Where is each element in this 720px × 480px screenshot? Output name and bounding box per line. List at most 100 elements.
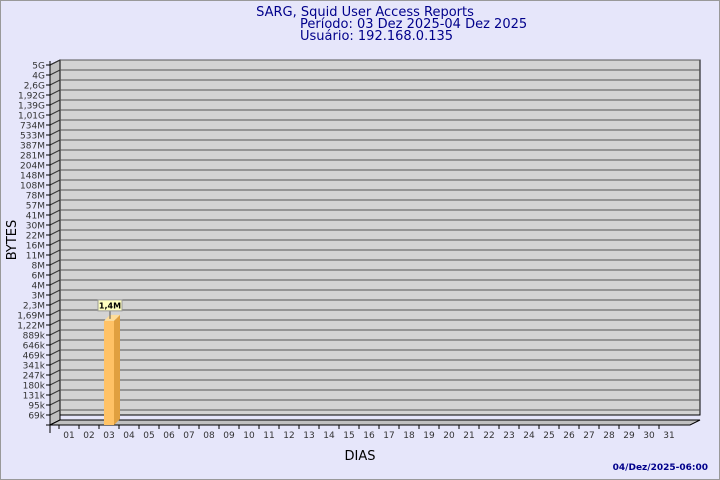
x-tick-label: 20 [443, 431, 455, 441]
bar [104, 320, 114, 425]
bar-value-label: 1,4M [99, 301, 121, 310]
x-tick-label: 02 [83, 431, 94, 441]
x-tick-label: 11 [263, 431, 274, 441]
x-tick-label: 24 [523, 431, 535, 441]
x-tick-label: 12 [283, 431, 294, 441]
x-tick-label: 22 [483, 431, 494, 441]
y-tick-label: 131k [23, 392, 46, 402]
y-tick-label: 69k [28, 412, 45, 422]
y-tick-label: 1,01G [18, 112, 45, 122]
grid-line-diagonal [49, 309, 61, 316]
plot-area: 5G4G2,6G1,92G1,39G1,01G734M533M387M281M2… [17, 59, 701, 441]
x-tick-label: 27 [583, 431, 594, 441]
grid-line-diagonal [49, 179, 61, 186]
x-tick-label: 03 [103, 431, 114, 441]
y-tick-label: 16M [26, 242, 45, 252]
y-tick-label: 469k [23, 352, 46, 362]
bar-top [104, 314, 120, 321]
grid-line-diagonal [49, 209, 61, 216]
bar-label-box [97, 299, 123, 312]
y-tick-label: 1,69M [17, 312, 45, 322]
y-tick-label: 6M [32, 272, 46, 282]
x-tick-label: 01 [63, 431, 74, 441]
x-tick-label: 31 [663, 431, 674, 441]
y-tick-label: 387M [20, 142, 45, 152]
y-tick-label: 1,39G [18, 102, 45, 112]
grid-line-diagonal [49, 409, 61, 416]
chart-period: Período: 03 Dez 2025-04 Dez 2025 [300, 17, 527, 32]
grid-line-diagonal [49, 109, 61, 116]
grid-line-diagonal [49, 389, 61, 396]
x-tick-label: 21 [463, 431, 474, 441]
y-tick-label: 2,6G [24, 82, 45, 92]
x-tick-label: 13 [303, 431, 314, 441]
y-tick-label: 281M [20, 152, 45, 162]
y-tick-label: 4G [32, 72, 45, 82]
x-tick-label: 10 [243, 431, 255, 441]
y-tick-label: 3M [32, 292, 46, 302]
back-wall [59, 59, 701, 416]
grid-line-diagonal [49, 99, 61, 106]
grid-line-diagonal [49, 199, 61, 206]
y-tick-label: 1,92G [18, 92, 45, 102]
footer-date: 04/Dez/2025-06:00 [613, 463, 708, 473]
x-tick-label: 15 [343, 431, 354, 441]
grid-line-diagonal [49, 139, 61, 146]
y-tick-label: 247k [23, 372, 46, 382]
x-tick-label: 06 [163, 431, 175, 441]
grid-line-diagonal [49, 149, 61, 156]
x-tick-label: 30 [643, 431, 655, 441]
grid-line-diagonal [49, 189, 61, 196]
grid-line-diagonal [49, 79, 61, 86]
grid-line-diagonal [49, 269, 61, 276]
y-tick-label: 41M [26, 212, 45, 222]
grid-line-diagonal [49, 129, 61, 136]
y-tick-label: 204M [20, 162, 45, 172]
bar-side [114, 314, 120, 425]
x-tick-label: 26 [563, 431, 575, 441]
grid-line-diagonal [49, 379, 61, 386]
grid-line-diagonal [49, 219, 61, 226]
grid-line-diagonal [49, 289, 61, 296]
grid-line-diagonal [49, 349, 61, 356]
grid-line-diagonal [49, 239, 61, 246]
x-axis-label: DIAS [345, 449, 376, 464]
grid-line-diagonal [49, 69, 61, 76]
x-tick-label: 14 [323, 431, 335, 441]
grid-line-diagonal [49, 399, 61, 406]
y-tick-label: 30M [26, 222, 45, 232]
y-tick-label: 11M [26, 252, 45, 262]
grid-line-diagonal [49, 279, 61, 286]
x-tick-label: 17 [383, 431, 394, 441]
x-tick-label: 25 [543, 431, 554, 441]
y-tick-label: 2,3M [23, 302, 45, 312]
x-tick-label: 29 [623, 431, 635, 441]
x-tick-label: 23 [503, 431, 514, 441]
y-tick-label: 1,22M [17, 322, 45, 332]
grid-line-diagonal [49, 229, 61, 236]
grid-line-diagonal [49, 159, 61, 166]
y-tick-label: 95k [28, 402, 45, 412]
chart-title: SARG, Squid User Access Reports [256, 5, 474, 20]
y-tick-label: 148M [20, 172, 45, 182]
grid-line-diagonal [49, 169, 61, 176]
y-tick-label: 889k [23, 332, 46, 342]
x-tick-label: 04 [123, 431, 135, 441]
y-tick-label: 734M [20, 122, 45, 132]
floor [49, 419, 701, 426]
x-tick-label: 08 [203, 431, 215, 441]
grid-line-diagonal [49, 299, 61, 306]
x-tick-label: 18 [403, 431, 415, 441]
grid-line-diagonal [49, 119, 61, 126]
y-tick-label: 180k [23, 382, 46, 392]
x-tick-label: 07 [183, 431, 194, 441]
grid-line-diagonal [49, 369, 61, 376]
x-tick-label: 28 [603, 431, 615, 441]
grid-line-diagonal [49, 359, 61, 366]
grid-line-diagonal [49, 249, 61, 256]
grid-line-diagonal [49, 339, 61, 346]
y-axis-label: BYTES [5, 220, 20, 261]
y-tick-label: 646k [23, 342, 46, 352]
grid-line-diagonal [49, 89, 61, 96]
